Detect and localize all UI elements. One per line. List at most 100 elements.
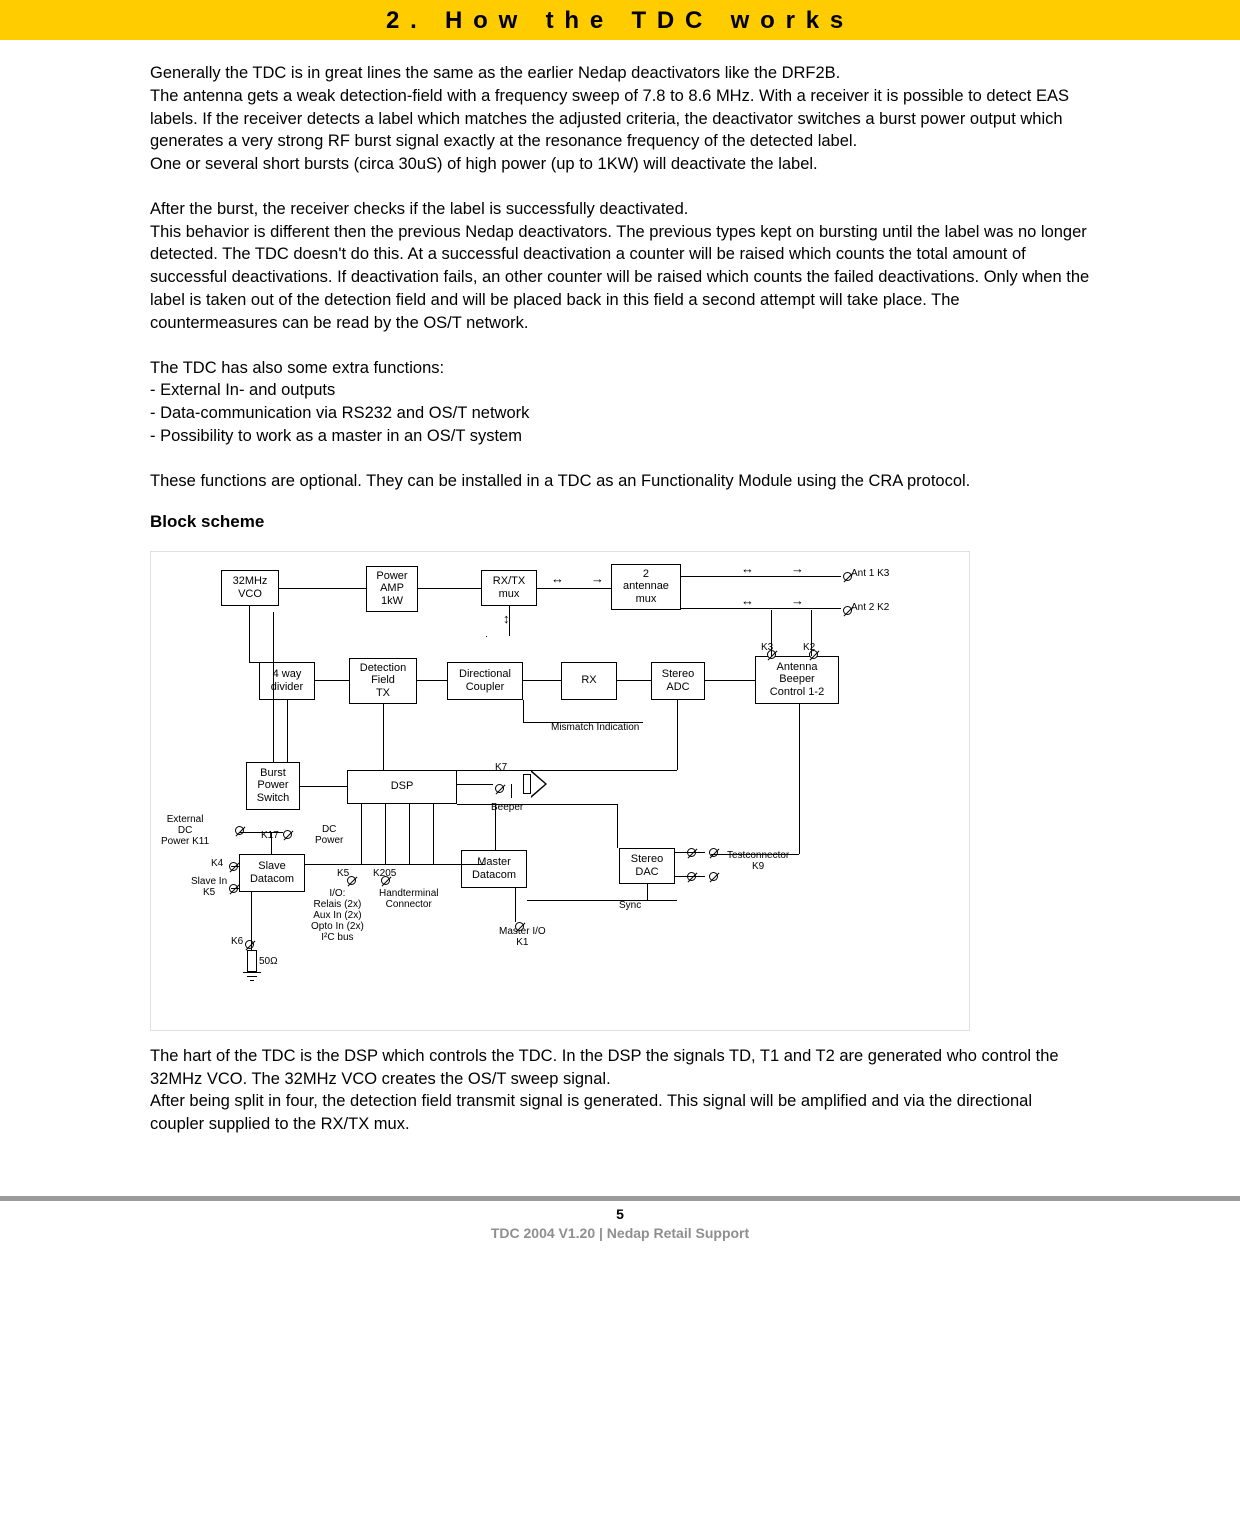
diagram-edge	[273, 612, 274, 762]
diagram-connector	[843, 572, 852, 581]
diagram-edge	[457, 770, 677, 771]
diagram-edge	[409, 804, 410, 864]
page-body: Generally the TDC is in great lines the …	[0, 40, 1240, 1136]
diagram-edge	[243, 972, 261, 973]
diagram-label: External DC Power K11	[161, 814, 209, 847]
beeper-cone-inner	[531, 772, 545, 796]
diagram-connector	[843, 606, 852, 615]
list-item: - Data-communication via RS232 and OS/T …	[150, 402, 1090, 425]
paragraph: The hart of the TDC is the DSP which con…	[150, 1045, 1090, 1091]
diagram-edge	[523, 722, 643, 723]
diagram-connector	[347, 876, 356, 885]
paragraph: This behavior is different then the prev…	[150, 221, 1090, 335]
diagram-label: K6	[231, 936, 243, 947]
beeper-icon	[523, 774, 531, 794]
diagram-arrow: ↔	[741, 562, 754, 575]
diagram-label: I/O: Relais (2x) Aux In (2x) Opto In (2x…	[311, 888, 364, 943]
diagram-arrow: →	[591, 572, 604, 585]
diagram-label: Handterminal Connector	[379, 888, 438, 910]
diagram-edge	[249, 606, 250, 662]
list-item: - External In- and outputs	[150, 379, 1090, 402]
diagram-edge	[239, 832, 283, 833]
paragraph: After being split in four, the detection…	[150, 1090, 1090, 1136]
diagram-edge	[418, 588, 481, 589]
diagram-connector	[495, 784, 504, 793]
diagram-edge	[675, 876, 705, 877]
diagram-node-rxtx: RX/TX mux	[481, 570, 537, 606]
diagram-edge	[799, 704, 800, 854]
diagram-node-dftx: Detection Field TX	[349, 658, 417, 704]
diagram-node-sadc: Stereo ADC	[651, 662, 705, 700]
section-title-bar: 2. How the TDC works	[0, 0, 1240, 40]
diagram-connector	[381, 876, 390, 885]
paragraph: One or several short bursts (circa 30uS)…	[150, 153, 1090, 176]
diagram-connector	[235, 826, 244, 835]
paragraph: Generally the TDC is in great lines the …	[150, 62, 1090, 85]
diagram-edge	[251, 892, 252, 950]
paragraph: After the burst, the receiver checks if …	[150, 198, 1090, 221]
diagram-edge	[537, 588, 611, 589]
diagram-node-bps: Burst Power Switch	[246, 762, 300, 810]
diagram-edge	[231, 888, 239, 889]
diagram-edge	[771, 610, 772, 656]
diagram-node-dcoup: Directional Coupler	[447, 662, 523, 700]
diagram-arrow: ↕	[503, 612, 510, 625]
diagram-connector	[283, 830, 292, 839]
diagram-connector	[709, 872, 718, 881]
diagram-connector	[709, 848, 718, 857]
page-number: 5	[0, 1205, 1240, 1224]
diagram-edge	[705, 680, 755, 681]
diagram-edge	[457, 784, 493, 785]
diagram-arrow: →	[791, 594, 804, 607]
section-title: 2. How the TDC works	[386, 7, 854, 34]
block-scheme-diagram: 32MHz VCOPower AMP 1kWRX/TX mux2 antenna…	[150, 551, 970, 1031]
paragraph: The TDC has also some extra functions:	[150, 357, 1090, 380]
diagram-label: Mismatch Indication	[551, 722, 639, 733]
diagram-edge	[271, 832, 272, 854]
diagram-label: K4	[211, 858, 223, 869]
diagram-edge	[250, 980, 254, 981]
page-footer: 5 TDC 2004 V1.20 | Nedap Retail Support	[0, 1196, 1240, 1260]
block-scheme-heading: Block scheme	[150, 510, 1090, 533]
diagram-edge	[457, 804, 617, 805]
diagram-edge	[287, 700, 288, 762]
diagram-edge	[677, 700, 678, 770]
diagram-edge	[361, 804, 362, 864]
diagram-edge	[315, 680, 349, 681]
diagram-label: Sync	[619, 900, 641, 911]
diagram-node-rx: RX	[561, 662, 617, 700]
diagram-arrow: →	[791, 562, 804, 575]
diagram-edge	[681, 608, 841, 609]
diagram-label: DC Power	[315, 824, 343, 846]
diagram-label: 50Ω	[259, 956, 278, 967]
paragraph: The antenna gets a weak detection-field …	[150, 85, 1090, 153]
diagram-edge	[433, 804, 434, 864]
diagram-edge	[523, 700, 524, 722]
diagram-node-dsp: DSP	[347, 770, 457, 804]
diagram-edge	[523, 680, 561, 681]
diagram-label: K7	[495, 762, 507, 773]
diagram-edge	[675, 852, 705, 853]
diagram-edge	[647, 884, 648, 900]
diagram-edge	[811, 610, 812, 656]
diagram-arrow: ↔	[551, 572, 564, 585]
diagram-edge	[486, 636, 487, 637]
diagram-node-slave: Slave Datacom	[239, 854, 305, 892]
diagram-label: Slave In K5	[191, 876, 227, 898]
footer-text: TDC 2004 V1.20 | Nedap Retail Support	[0, 1224, 1240, 1243]
diagram-node-sdac: Stereo DAC	[619, 848, 675, 884]
diagram-edge	[385, 804, 386, 864]
diagram-edge	[711, 854, 799, 855]
diagram-node-abc: Antenna Beeper Control 1-2	[755, 656, 839, 704]
diagram-edge	[511, 784, 512, 798]
diagram-edge	[515, 888, 516, 922]
resistor-icon	[247, 950, 257, 972]
diagram-edge	[279, 588, 366, 589]
list-item: - Possibility to work as a master in an …	[150, 425, 1090, 448]
diagram-edge	[527, 900, 677, 901]
diagram-connector	[515, 922, 524, 931]
diagram-edge	[247, 976, 257, 977]
diagram-node-vco: 32MHz VCO	[221, 570, 279, 606]
diagram-arrow: ↔	[741, 594, 754, 607]
diagram-edge	[383, 704, 384, 770]
